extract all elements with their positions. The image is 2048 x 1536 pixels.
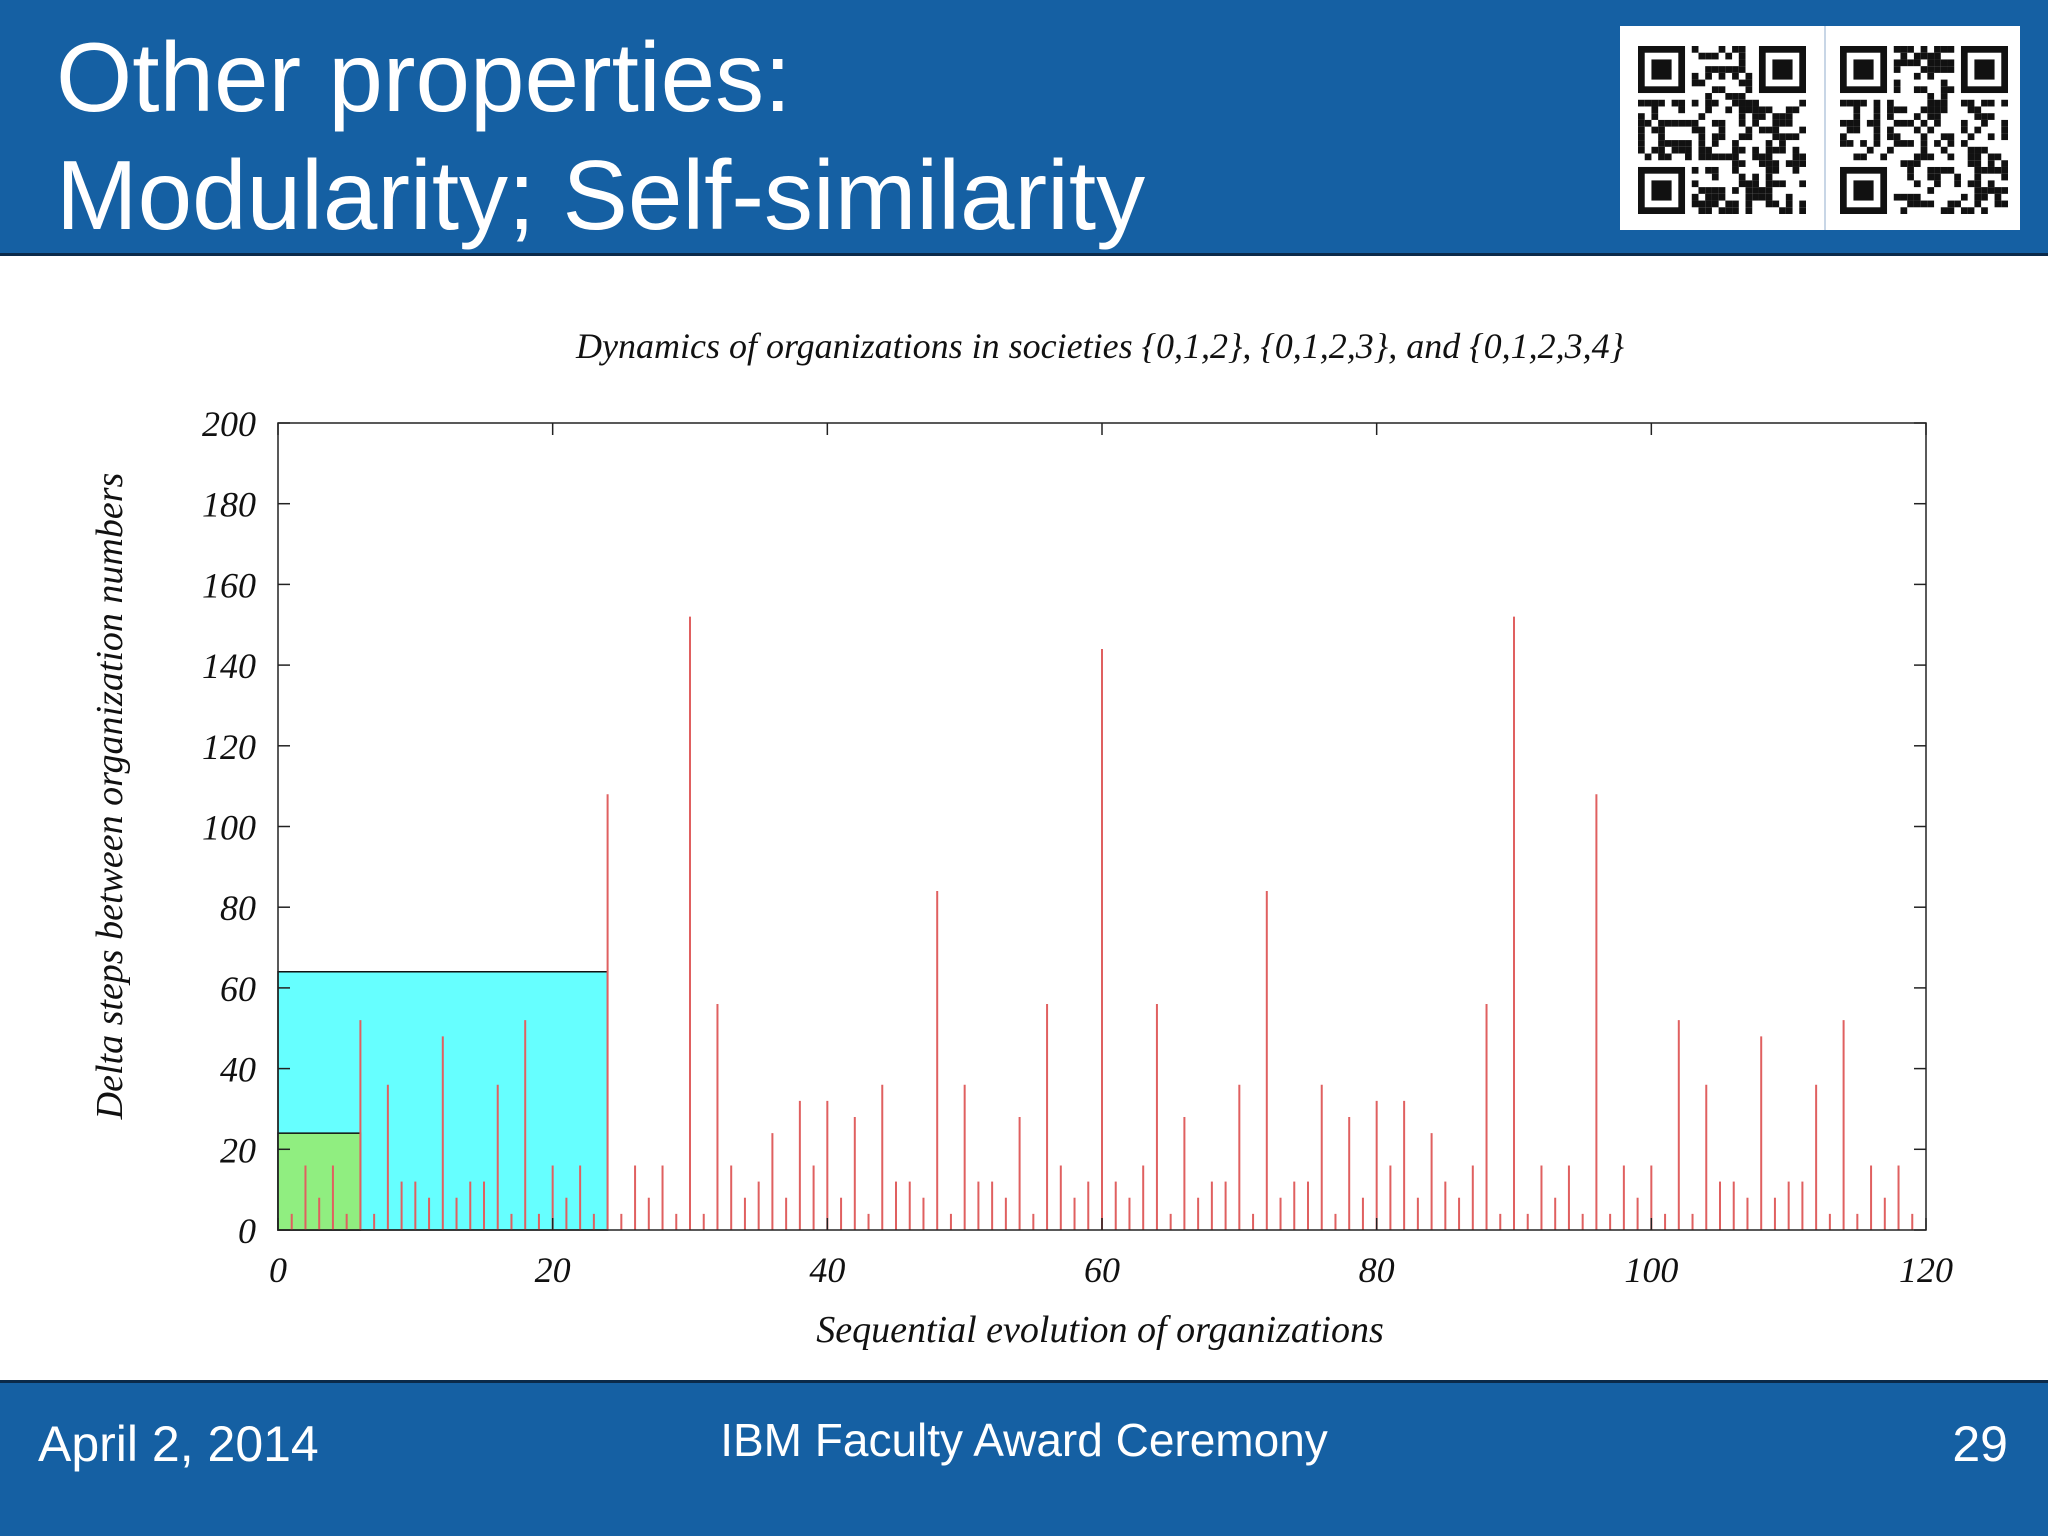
chart-title: Dynamics of organizations in societies {… [575, 326, 1625, 366]
footer-event: IBM Faculty Award Ceremony [720, 1414, 1328, 1466]
page-number: 29 [1952, 1416, 2008, 1472]
qr-code-icon [1638, 46, 1806, 214]
qr-code-icon [1840, 46, 2008, 214]
y-tick-label: 0 [238, 1211, 256, 1251]
qr-codes-panel [1620, 26, 2020, 230]
y-tick-label: 200 [202, 404, 256, 444]
x-tick-label: 120 [1899, 1250, 1953, 1290]
y-tick-label: 20 [220, 1130, 256, 1170]
slide-title-line-1: Other properties: [56, 22, 792, 132]
y-tick-label: 80 [220, 888, 256, 928]
x-tick-label: 40 [809, 1250, 845, 1290]
x-tick-label: 80 [1359, 1250, 1395, 1290]
x-tick-label: 60 [1084, 1250, 1120, 1290]
x-axis-ticks: 0 20 40 60 80 100 120 [269, 423, 1953, 1290]
slide-title-line-2: Modularity; Self-similarity [56, 140, 1146, 250]
stem-series [290, 616, 1914, 1230]
qr-divider [1824, 26, 1826, 230]
x-tick-label: 100 [1624, 1250, 1678, 1290]
chart: Dynamics of organizations in societies {… [89, 326, 1953, 1351]
x-axis-label: Sequential evolution of organizations [816, 1309, 1384, 1351]
y-tick-label: 60 [220, 969, 256, 1009]
slide-footer: April 2, 2014 IBM Faculty Award Ceremony… [0, 1380, 2048, 1536]
x-tick-label: 20 [535, 1250, 571, 1290]
y-tick-label: 140 [202, 646, 256, 686]
footer-date: April 2, 2014 [38, 1416, 319, 1472]
y-tick-label: 160 [202, 565, 256, 605]
y-tick-label: 180 [202, 485, 256, 525]
y-axis-label: Delta steps between organization numbers [89, 473, 131, 1121]
x-tick-label: 0 [269, 1250, 287, 1290]
y-axis-ticks: 0 20 40 60 80 100 120 140 160 180 200 [202, 404, 1926, 1251]
y-tick-label: 120 [202, 727, 256, 767]
slide-title: Other properties: Modularity; Self-simil… [56, 18, 1145, 254]
slide-header: Other properties: Modularity; Self-simil… [0, 0, 2048, 256]
y-tick-label: 100 [202, 808, 256, 848]
y-tick-label: 40 [220, 1050, 256, 1090]
